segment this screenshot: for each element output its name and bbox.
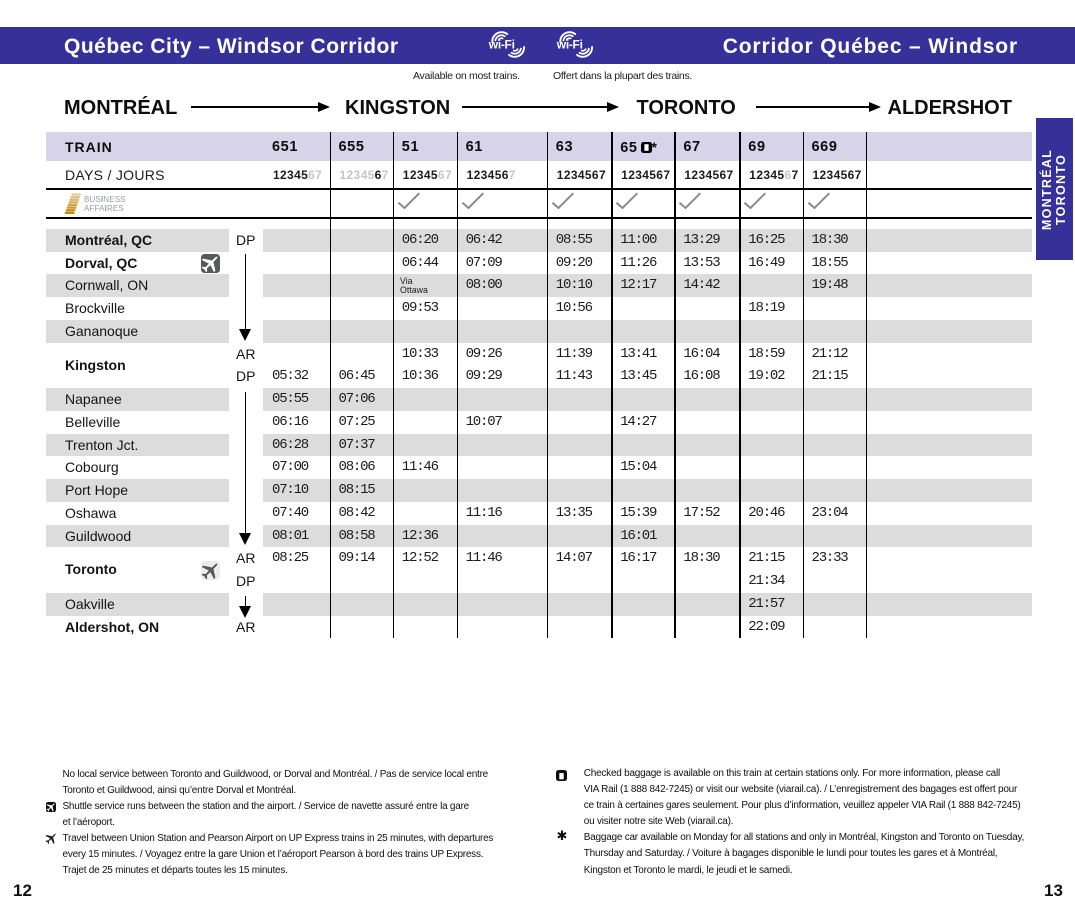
svg-text:wi-Fi: wi-Fi bbox=[487, 38, 514, 52]
svg-text:wi-Fi: wi-Fi bbox=[555, 38, 582, 52]
